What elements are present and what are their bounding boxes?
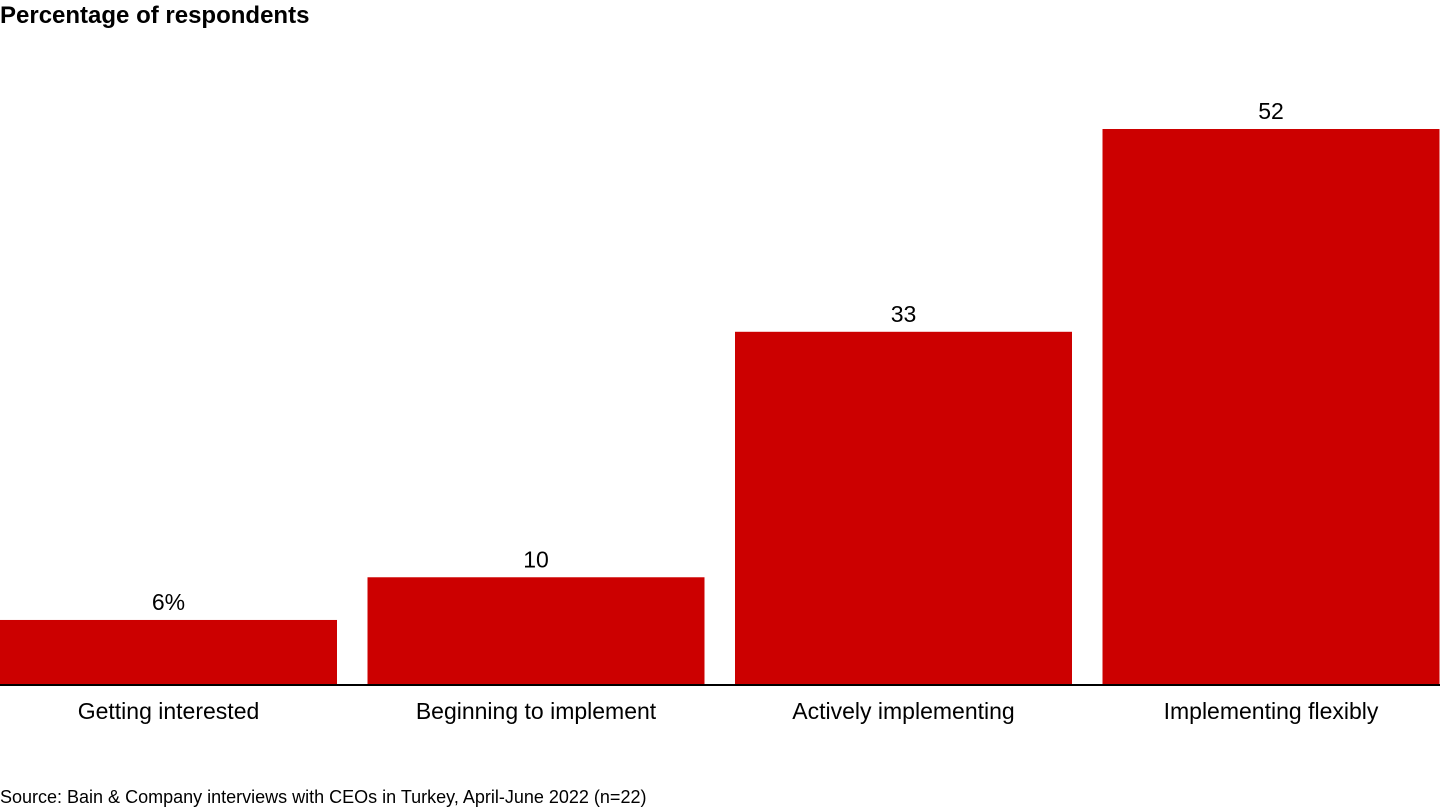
category-label-1: Beginning to implement [416, 698, 657, 724]
bar-value-label-3: 52 [1258, 98, 1284, 124]
chart-title: Percentage of respondents [0, 2, 310, 29]
bar-value-label-2: 33 [891, 301, 917, 327]
bar-1 [367, 577, 705, 684]
source-note: Source: Bain & Company interviews with C… [0, 787, 647, 807]
value-labels-group: 6% 10 33 52 [152, 98, 1284, 615]
bar-0 [0, 619, 337, 684]
category-label-2: Actively implementing [792, 698, 1014, 724]
category-labels-group: Getting interested Beginning to implement… [78, 698, 1379, 724]
bar-chart: 6% 10 33 52 Getting interested Beginning to … [0, 98, 1440, 724]
bar-3 [1102, 129, 1440, 684]
bar-value-label-0: 6% [152, 589, 185, 615]
bars-group [0, 129, 1440, 684]
bar-2 [735, 331, 1072, 684]
category-label-0: Getting interested [78, 698, 260, 724]
bar-value-label-1: 10 [523, 546, 549, 572]
category-label-3: Implementing flexibly [1164, 698, 1379, 724]
